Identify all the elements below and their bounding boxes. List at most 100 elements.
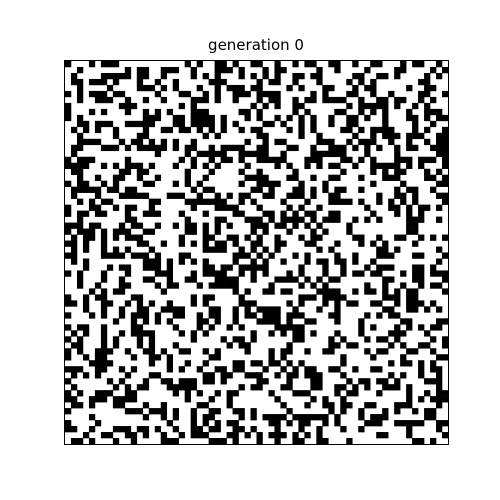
live-cell (292, 312, 299, 319)
live-cell (208, 234, 215, 241)
live-cell (250, 258, 257, 265)
live-cell (136, 138, 144, 146)
live-cell (262, 222, 269, 229)
live-cell (376, 420, 383, 427)
live-cell (436, 150, 443, 158)
live-cell (274, 234, 281, 241)
live-cell (328, 84, 335, 92)
live-cell (406, 348, 413, 355)
live-cell (310, 174, 317, 181)
live-cell (118, 426, 126, 433)
live-cell (376, 61, 383, 68)
live-cell (106, 432, 114, 439)
live-cell (202, 90, 209, 98)
live-cell (76, 282, 84, 289)
live-cell (178, 432, 185, 439)
live-cell (100, 342, 108, 349)
live-cell (310, 234, 317, 241)
live-cell (328, 276, 335, 283)
live-cell (238, 246, 245, 253)
live-cell (280, 156, 287, 164)
live-cell (376, 102, 383, 110)
live-cell (328, 312, 335, 319)
live-cell (244, 252, 251, 259)
live-cell (442, 144, 448, 152)
live-cell (352, 72, 359, 80)
live-cell (166, 366, 174, 373)
live-cell (442, 432, 448, 439)
live-cell (142, 180, 150, 187)
live-cell (376, 270, 383, 277)
live-cell (298, 216, 305, 223)
live-cell (124, 396, 132, 403)
live-cell (316, 426, 323, 433)
live-cell (178, 312, 185, 319)
live-cell (184, 150, 191, 158)
live-cell (166, 354, 174, 361)
live-cell (172, 438, 179, 444)
live-cell (400, 96, 407, 104)
live-cell (178, 120, 185, 128)
live-cell (442, 288, 448, 295)
live-cell (130, 102, 138, 110)
live-cell (274, 61, 281, 68)
live-cell (202, 258, 209, 265)
live-cell (76, 198, 84, 205)
live-cell (370, 108, 377, 116)
live-cell (106, 378, 114, 385)
live-cell (400, 420, 407, 427)
live-cell (304, 294, 311, 301)
live-cell (226, 402, 233, 409)
live-cell (286, 174, 293, 181)
live-cell (268, 288, 275, 295)
live-cell (232, 306, 239, 313)
live-cell (358, 96, 365, 104)
live-cell (292, 168, 299, 175)
live-cell (442, 162, 448, 170)
live-cell (418, 396, 425, 403)
live-cell (238, 144, 245, 152)
live-cell (208, 198, 215, 205)
live-cell (142, 108, 150, 116)
live-cell (418, 366, 425, 373)
live-cell (364, 282, 371, 289)
live-cell (304, 390, 311, 397)
live-cell (382, 162, 389, 170)
live-cell (82, 156, 90, 164)
live-cell (436, 114, 443, 122)
live-cell (124, 66, 132, 74)
live-cell (298, 132, 305, 140)
live-cell (298, 270, 305, 277)
live-cell (196, 84, 203, 92)
live-cell (280, 414, 287, 421)
live-cell (298, 426, 305, 433)
live-cell (250, 186, 257, 193)
live-cell (232, 336, 239, 343)
live-cell (310, 318, 317, 325)
live-cell (430, 438, 437, 444)
live-cell (202, 234, 209, 241)
live-cell (316, 66, 323, 74)
live-cell (346, 198, 353, 205)
live-cell (148, 354, 156, 361)
live-cell (124, 72, 132, 80)
live-cell (286, 378, 293, 385)
live-cell (196, 120, 203, 128)
live-cell (406, 390, 413, 397)
live-cell (76, 84, 84, 92)
live-cell (346, 390, 353, 397)
live-cell (142, 264, 150, 271)
live-cell (310, 210, 317, 217)
live-cell (130, 294, 138, 301)
live-cell (244, 432, 251, 439)
live-cell (412, 132, 419, 140)
live-cell (244, 138, 251, 146)
live-cell (424, 108, 431, 116)
live-cell (346, 126, 353, 134)
live-cell (226, 144, 233, 152)
live-cell (394, 174, 401, 181)
live-cell (304, 402, 311, 409)
live-cell (100, 120, 108, 128)
live-cell (76, 366, 84, 373)
live-cell (142, 168, 150, 175)
